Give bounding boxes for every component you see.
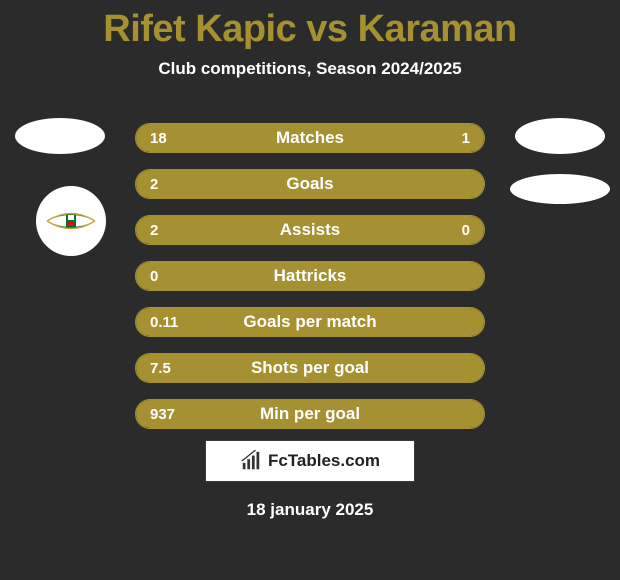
stat-row: 20Assists	[135, 215, 485, 245]
stat-row: 181Matches	[135, 123, 485, 153]
branding-box: FcTables.com	[205, 440, 415, 482]
comparison-title: Rifet Kapic vs Karaman	[0, 8, 620, 51]
stat-label: Goals	[136, 170, 484, 198]
branding-text: FcTables.com	[268, 451, 380, 471]
club-crest-icon	[43, 200, 99, 242]
player-left-badge-1	[15, 118, 105, 154]
stat-label: Matches	[136, 124, 484, 152]
stat-row: 937Min per goal	[135, 399, 485, 429]
stat-row: 0Hattricks	[135, 261, 485, 291]
player-left-club-crest	[36, 186, 106, 256]
stat-row: 0.11Goals per match	[135, 307, 485, 337]
stat-label: Assists	[136, 216, 484, 244]
stat-label: Hattricks	[136, 262, 484, 290]
snapshot-date: 18 january 2025	[0, 500, 620, 520]
stat-row: 7.5Shots per goal	[135, 353, 485, 383]
stat-label: Min per goal	[136, 400, 484, 428]
comparison-subtitle: Club competitions, Season 2024/2025	[0, 59, 620, 79]
chart-icon	[240, 450, 262, 472]
stats-panel: 181Matches 2Goals 20Assists 0Hattricks 0.11G…	[135, 123, 485, 445]
stat-label: Goals per match	[136, 308, 484, 336]
stat-row: 2Goals	[135, 169, 485, 199]
stat-label: Shots per goal	[136, 354, 484, 382]
player-right-badge-2	[510, 174, 610, 204]
player-right-badge-1	[515, 118, 605, 154]
